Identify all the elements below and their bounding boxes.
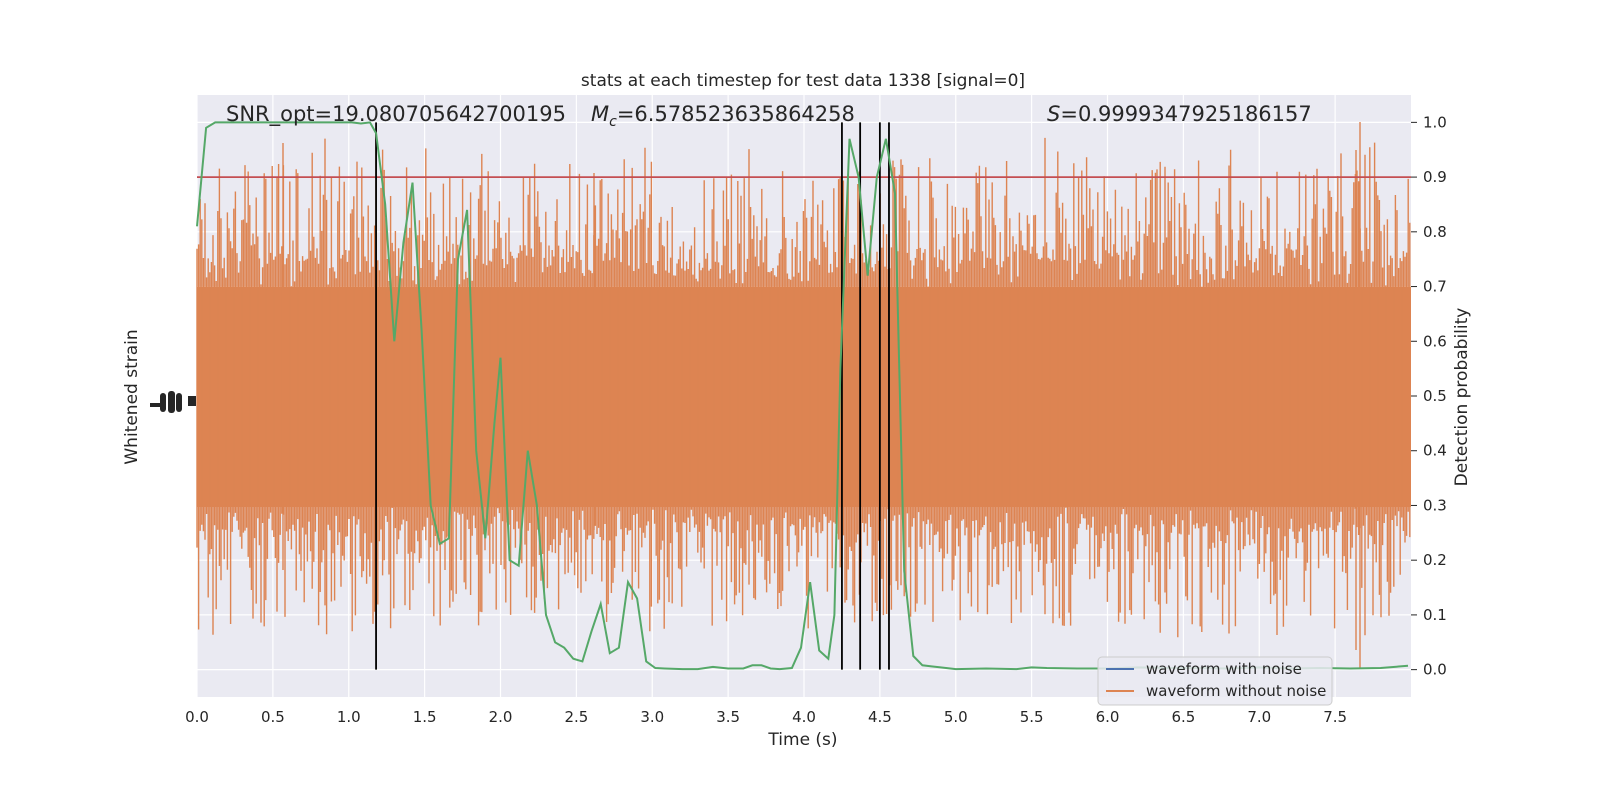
x-tick-label: 4.5: [868, 708, 892, 726]
y-tick-label: 0.4: [1423, 442, 1447, 460]
y-axis-label-right: Detection probability: [1452, 308, 1472, 487]
x-tick-label: 5.0: [944, 708, 968, 726]
y-tick-label: 0.5: [1423, 387, 1447, 405]
legend: waveform with noise waveform without noi…: [1097, 656, 1333, 706]
statistic-symbol: S: [1047, 102, 1060, 126]
x-tick-label: 5.5: [1020, 708, 1044, 726]
plot-area: [196, 95, 1411, 697]
chirp-mass-annotation: Mc=6.578523635864258: [591, 102, 855, 130]
chirp-mass-symbol: M: [591, 102, 609, 126]
x-tick-label: 2.0: [489, 708, 513, 726]
y-tick-label: 0.7: [1423, 278, 1447, 296]
y-tick-label: 0.9: [1423, 168, 1447, 186]
x-tick-label: 1.5: [413, 708, 437, 726]
x-tick-label: 1.0: [337, 708, 361, 726]
x-tick-label: 0.5: [261, 708, 285, 726]
chirp-mass-value: =6.578523635864258: [617, 102, 855, 126]
legend-box: [1097, 656, 1333, 706]
y-tick-label: 0.2: [1423, 551, 1447, 569]
legend-label-waveform-with-noise: waveform with noise: [1146, 660, 1302, 678]
y-tick-label: 0.0: [1423, 661, 1447, 679]
x-tick-label: 3.5: [716, 708, 740, 726]
x-axis-label: Time (s): [767, 730, 837, 750]
chart-title: stats at each timestep for test data 133…: [581, 71, 1025, 91]
y-tick-label: 0.8: [1423, 223, 1447, 241]
statistic-annotation: S=0.9999347925186157: [1047, 102, 1312, 126]
series-waveform-without-noise: [196, 122, 1411, 668]
x-tick-label: 7.5: [1323, 708, 1347, 726]
snr-annotation: SNR_opt=19.080705642700195: [226, 102, 566, 127]
x-tick-label: 6.5: [1171, 708, 1195, 726]
waveform-spikes: [196, 122, 1411, 668]
legend-label-waveform-without-noise: waveform without noise: [1146, 682, 1326, 700]
x-axis-ticks: 0.0 0.5 1.0 1.5 2.0 2.5 3.0 3.5 4.0 4.5 5.0 5.5 6.0 6…: [185, 708, 1347, 726]
chirp-mass-subscript: c: [609, 114, 617, 130]
y-tick-label: 0.1: [1423, 606, 1447, 624]
x-tick-label: 3.0: [640, 708, 664, 726]
y-axis-ticks: 0.0 0.1 0.2 0.3 0.4 0.5 0.6 0.7 0.8 0.9 1.0: [1411, 113, 1447, 679]
statistic-value: =0.9999347925186157: [1060, 102, 1311, 126]
x-tick-label: 6.0: [1096, 708, 1120, 726]
left-axis-clutter: [150, 391, 196, 413]
detection-probability-line: [196, 121, 1409, 671]
x-tick-label: 4.0: [792, 708, 816, 726]
y-axis-label-left: Whitened strain: [122, 329, 142, 464]
x-tick-label: 7.0: [1247, 708, 1271, 726]
y-tick-label: 1.0: [1423, 113, 1447, 131]
detection-markers: [375, 122, 890, 670]
y-tick-label: 0.6: [1423, 332, 1447, 350]
x-tick-label: 0.0: [185, 708, 209, 726]
x-tick-label: 2.5: [564, 708, 588, 726]
y-tick-label: 0.3: [1423, 496, 1447, 514]
